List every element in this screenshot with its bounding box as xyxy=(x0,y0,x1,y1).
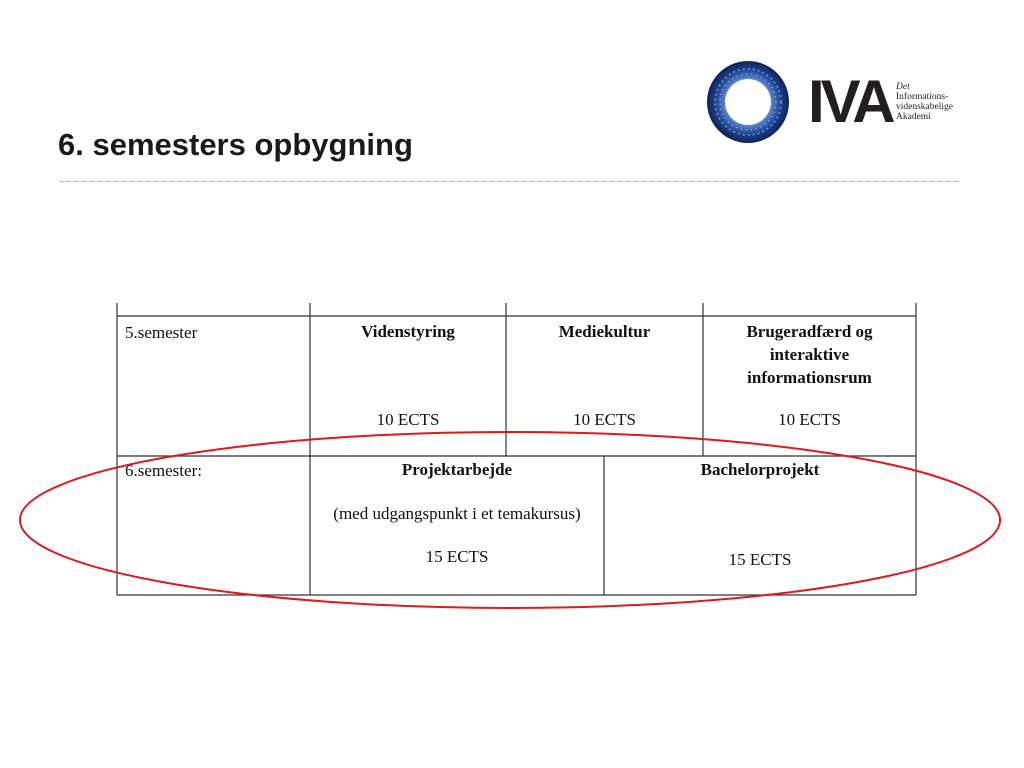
row5-label: 5.semester xyxy=(125,323,198,342)
course-mediekultur-ects: 10 ECTS xyxy=(573,410,636,429)
course-projektarbejde-note: (med udgangspunkt i et temakursus) xyxy=(333,504,581,523)
course-name: Projektarbejde xyxy=(401,460,513,479)
title-divider xyxy=(60,181,960,182)
course-bachelorprojekt-ects: 15 ECTS xyxy=(728,550,792,569)
course-projektarbejde-ects: 15 ECTS xyxy=(425,547,489,566)
iva-logo: IVA Det Informations- videnskabelige Aka… xyxy=(706,60,964,146)
course-bachelorprojekt: Bachelorprojekt xyxy=(604,458,916,481)
iva-logo-subtitle-line: videnskabelige xyxy=(896,102,953,112)
course-name: Mediekultur xyxy=(558,322,651,341)
course-name-line: Brugeradfærd og xyxy=(746,322,873,341)
iva-logo-subtitle-line: Det xyxy=(896,82,910,92)
course-brugeradfaerd: Brugeradfærd og interaktive informations… xyxy=(703,320,916,389)
slide-title: 6. semesters opbygning xyxy=(58,127,413,162)
iva-logo-subtitle-line: Informations- xyxy=(896,92,949,102)
course-mediekultur: Mediekultur xyxy=(506,320,703,343)
course-name: Bachelorprojekt xyxy=(700,460,820,479)
iva-logo-subtitle-line: Akademi xyxy=(896,112,931,122)
course-brugeradfaerd-ects: 10 ECTS xyxy=(778,410,841,429)
iva-logo-letters: IVA xyxy=(808,68,896,135)
course-name-line: informationsrum xyxy=(747,368,872,387)
course-name: Videnstyring xyxy=(361,322,455,341)
course-videnstyring-ects: 10 ECTS xyxy=(376,410,440,429)
row6-label: 6.semester: xyxy=(125,461,202,480)
iva-logo-subtitle: Det Informations- videnskabelige Akademi xyxy=(896,82,953,122)
course-projektarbejde: Projektarbejde xyxy=(310,458,604,481)
iva-logo-ring-icon xyxy=(707,61,789,143)
course-videnstyring: Videnstyring xyxy=(310,320,506,343)
course-name-line: interaktive xyxy=(769,345,850,364)
